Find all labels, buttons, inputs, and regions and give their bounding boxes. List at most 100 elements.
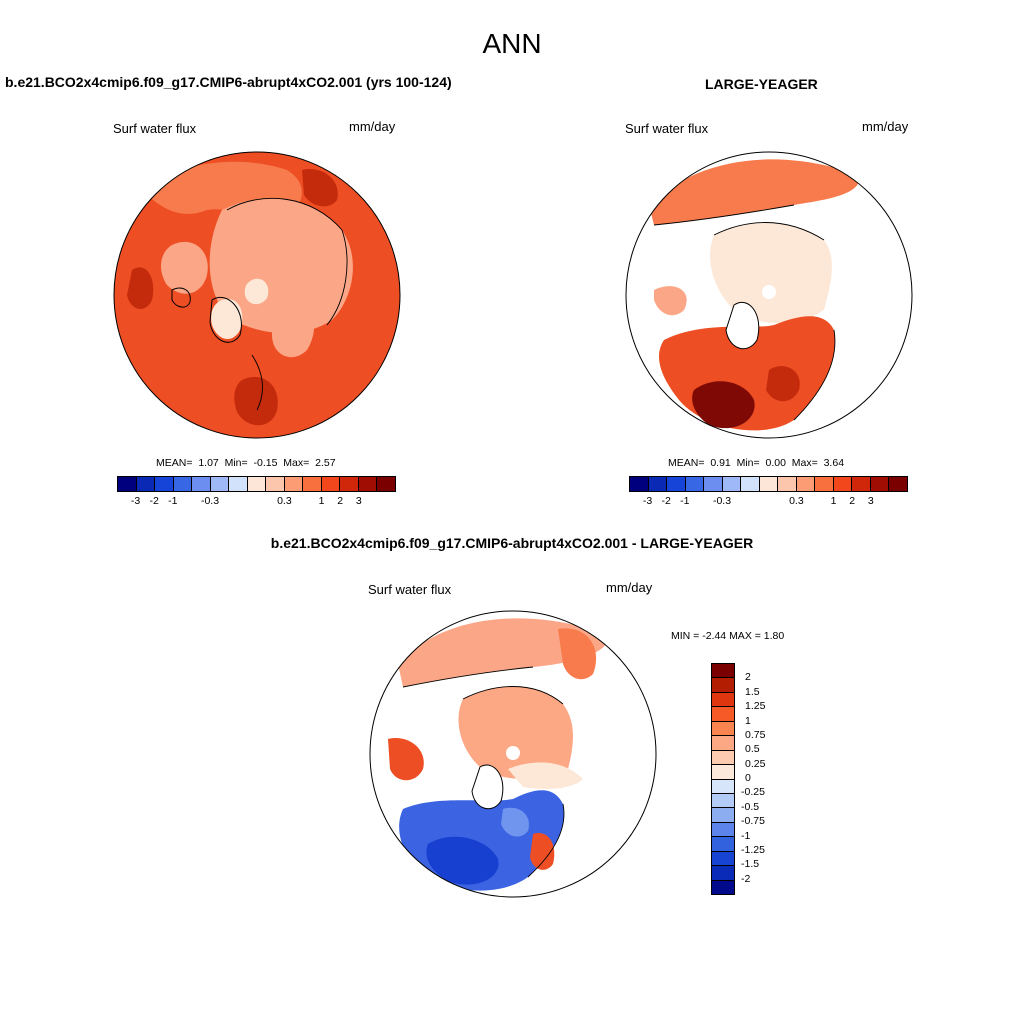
- panel1-colorbar-tick-label: -1: [168, 495, 178, 507]
- diff-colorbar-tick-label: 0.5: [745, 743, 760, 756]
- diff-colorbar-tick-label: 0.75: [745, 728, 766, 741]
- panel2-pole-hole: [762, 285, 776, 299]
- panel1-field-arctic: [209, 198, 353, 334]
- diff-colorbar-swatch: [712, 707, 734, 722]
- panel1-variable-label: Surf water flux: [113, 121, 197, 136]
- panel2-colorbar-ticks: -3 -2 -1 -0.3 0.3 1 2 3: [629, 495, 908, 509]
- panel2-colorbar-swatch: [852, 477, 871, 491]
- panel1-colorbar-tick-label: -2: [149, 495, 159, 507]
- diff-field-patch: [398, 618, 609, 687]
- panel1-colorbar-swatch: [136, 477, 156, 491]
- diff-variable-label: Surf water flux: [368, 582, 452, 597]
- diff-colorbar-tick-label: 1.25: [745, 700, 766, 713]
- panel1-colorbar-swatch: [321, 477, 341, 491]
- diff-colorbar-swatch: [712, 880, 734, 894]
- panel1-colorbar-swatch: [118, 477, 137, 491]
- diff-colorbar-swatch: [712, 721, 734, 737]
- panel1-field-patch: [272, 304, 315, 358]
- diff-field-patch: [388, 738, 424, 781]
- panel2-case-title: LARGE-YEAGER: [705, 76, 818, 92]
- diff-colorbar-tick-label: -0.5: [741, 800, 760, 813]
- panel1-field-patch: [302, 169, 338, 207]
- diff-colorbar-swatch: [712, 664, 734, 679]
- panel1-colorbar-swatch: [303, 477, 322, 491]
- panel2-colorbar-swatch: [704, 477, 723, 491]
- panel2-colorbar-swatch: [630, 477, 649, 491]
- panel1-colorbar-swatch: [229, 477, 248, 491]
- panel2-colorbar-swatch: [889, 477, 907, 491]
- panel1-colorbar-swatch: [173, 477, 193, 491]
- panel2-colorbar-swatch: [648, 477, 668, 491]
- panel1-colorbar-swatch: [266, 477, 285, 491]
- panel2-field-patch: [654, 286, 687, 316]
- diff-colorbar-swatch: [712, 837, 734, 852]
- diff-field-patch: [501, 807, 529, 837]
- panel2-colorbar-swatch: [796, 477, 816, 491]
- diff-colorbar-tick-label: 0: [745, 772, 751, 784]
- panel2-colorbar-swatch: [722, 477, 742, 491]
- panel1-coastline: [209, 297, 242, 343]
- diff-colorbar-ticks: 2 1.5 1.25 1 0.75 0.5 0.25 0 -0.25 -0.5 -0.75 -1 -1.…: [741, 663, 785, 895]
- diff-colorbar-tick-label: 2: [745, 671, 751, 684]
- panel2-variable-label: Surf water flux: [625, 121, 709, 136]
- diff-minmax-label: MIN = -2.44 MAX = 1.80: [671, 630, 785, 642]
- panel2-field-arctic: [710, 222, 832, 324]
- panel2-colorbar: [629, 476, 908, 492]
- diff-colorbar-tick-label: -0.25: [741, 786, 765, 799]
- panel1-colorbar-swatch: [192, 477, 211, 491]
- diff-colorbar-swatch: [712, 736, 734, 751]
- panel1-colorbar-swatch: [247, 477, 267, 491]
- diff-colorbar-tick-label: -1.5: [741, 858, 760, 871]
- diff-colorbar-swatch: [712, 765, 734, 780]
- diff-coastline: [402, 666, 564, 705]
- panel2-colorbar-tick-label: 1: [830, 495, 837, 507]
- panel2-field-patch: [766, 366, 800, 402]
- diff-colorbar-swatch: [712, 822, 734, 838]
- diff-colorbar-swatch: [712, 793, 734, 809]
- diff-field-min: [426, 836, 499, 885]
- panel1-colorbar-tick-label: -3: [130, 495, 141, 507]
- diff-pole-hole: [506, 746, 520, 760]
- panel2-colorbar-swatch: [870, 477, 890, 491]
- panel2-coastline: [793, 329, 836, 421]
- diff-colorbar-tick-label: 0.25: [745, 757, 766, 770]
- panel1-field-patch: [127, 267, 154, 310]
- diff-colorbar-swatch: [712, 808, 734, 823]
- diff-field-arctic: [458, 686, 573, 779]
- diff-colorbar-swatch: [712, 851, 734, 867]
- diff-colorbar: [711, 663, 735, 895]
- diff-colorbar-tick-label: -0.75: [741, 815, 765, 828]
- panel2-colorbar-swatch: [815, 477, 834, 491]
- panel2-units-label: mm/day: [862, 119, 909, 134]
- panel2-colorbar-swatch: [759, 477, 779, 491]
- panel2-map-border: [625, 151, 913, 439]
- diff-colorbar-tick-label: -1: [741, 829, 751, 842]
- panel1-colorbar-tick-label: 0.3: [277, 495, 292, 507]
- panel1-colorbar-swatch: [377, 477, 395, 491]
- panel1-colorbar: [117, 476, 396, 492]
- panel1-field-pole: [244, 278, 269, 305]
- diff-colorbar-tick-label: -1.25: [741, 843, 765, 856]
- diff-case-title: b.e21.BCO2x4cmip6.f09_g17.CMIP6-abrupt4x…: [270, 535, 754, 551]
- diff-colorbar-swatch: [712, 779, 734, 794]
- panel2-colorbar-tick-label: 2: [849, 495, 856, 507]
- panel2-colorbar-swatch: [778, 477, 797, 491]
- panel1-units-label: mm/day: [349, 119, 396, 134]
- diff-field-patch: [558, 628, 597, 680]
- panel1-colorbar-tick-label: 2: [337, 495, 344, 507]
- diff-colorbar-tick-label: 1: [745, 714, 751, 727]
- panel1-colorbar-swatch: [358, 477, 378, 491]
- diff-field-patch: [530, 833, 555, 870]
- diff-map-border: [369, 610, 657, 898]
- panel1-colorbar-ticks: -3 -2 -1 -0.3 0.3 1 2 3: [117, 495, 396, 509]
- panel1-case-title: b.e21.BCO2x4cmip6.f09_g17.CMIP6-abrupt4x…: [5, 74, 452, 90]
- panel2-colorbar-tick-label: -2: [661, 495, 671, 507]
- diff-field-patch: [508, 762, 583, 789]
- panel2-colorbar-swatch: [833, 477, 853, 491]
- panel1-coastline: [171, 287, 191, 308]
- page-title: ANN: [482, 28, 542, 59]
- panel2-field-max: [692, 381, 755, 429]
- diff-colorbar-tick-label: -2: [741, 872, 751, 885]
- panel2-greenland: [725, 302, 760, 350]
- panel1-field-patch: [234, 376, 278, 426]
